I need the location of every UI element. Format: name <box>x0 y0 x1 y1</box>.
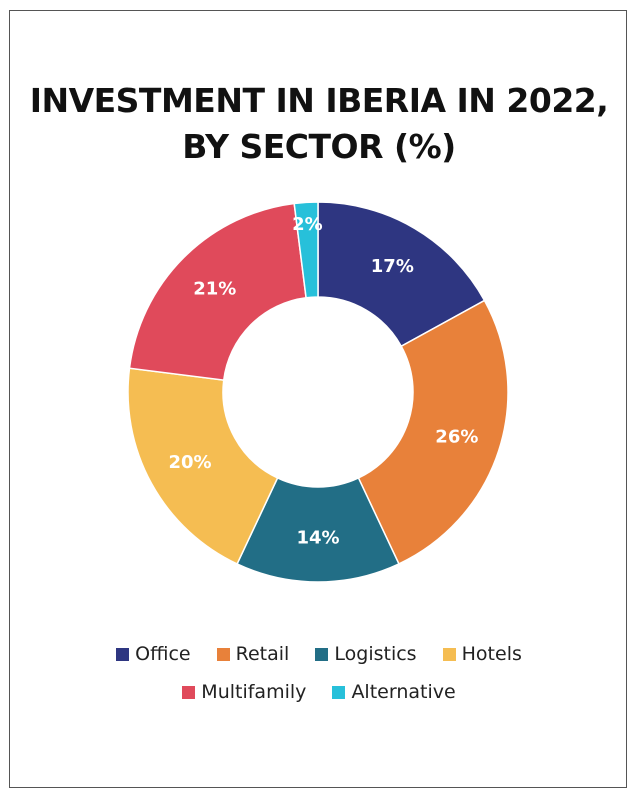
slice-label-logistics: 14% <box>296 528 339 549</box>
legend-label-logistics: Logistics <box>334 643 417 665</box>
slice-multifamily <box>128 202 307 381</box>
legend-row-1: Office Retail Logistics Hotels <box>0 643 638 665</box>
legend-row-2: Multifamily Alternative <box>0 681 638 703</box>
slice-hotels <box>127 367 279 565</box>
slice-alternative <box>293 201 319 299</box>
legend-item-alternative: Alternative <box>332 681 456 703</box>
legend-swatch-office <box>116 648 130 661</box>
legend-item-logistics: Logistics <box>315 643 417 665</box>
legend-label-office: Office <box>135 643 191 665</box>
legend-swatch-retail <box>216 648 230 661</box>
slice-label-multifamily: 21% <box>193 278 236 299</box>
legend-item-hotels: Hotels <box>442 643 522 665</box>
slice-label-hotels: 20% <box>169 452 212 473</box>
chart-title-line-2: BY SECTOR (%) <box>182 127 456 166</box>
legend-label-multifamily: Multifamily <box>201 681 307 703</box>
slice-label-retail: 26% <box>435 427 478 448</box>
chart-title: INVESTMENT IN IBERIA IN 2022, BY SECTOR … <box>0 78 638 170</box>
legend-swatch-logistics <box>315 648 329 661</box>
legend-swatch-multifamily <box>182 686 196 699</box>
slice-label-office: 17% <box>371 256 414 277</box>
slice-retail <box>357 299 509 565</box>
legend-item-retail: Retail <box>216 643 290 665</box>
slice-label-alternative: 2% <box>292 214 323 235</box>
chart-title-line-1: INVESTMENT IN IBERIA IN 2022, <box>29 81 609 120</box>
slice-office <box>317 201 486 348</box>
legend-item-office: Office <box>116 643 191 665</box>
legend-swatch-hotels <box>442 648 456 661</box>
legend-label-alternative: Alternative <box>351 681 456 703</box>
legend-swatch-alternative <box>332 686 346 699</box>
legend-label-retail: Retail <box>235 643 290 665</box>
legend-label-hotels: Hotels <box>461 643 522 665</box>
legend-item-multifamily: Multifamily <box>182 681 306 703</box>
